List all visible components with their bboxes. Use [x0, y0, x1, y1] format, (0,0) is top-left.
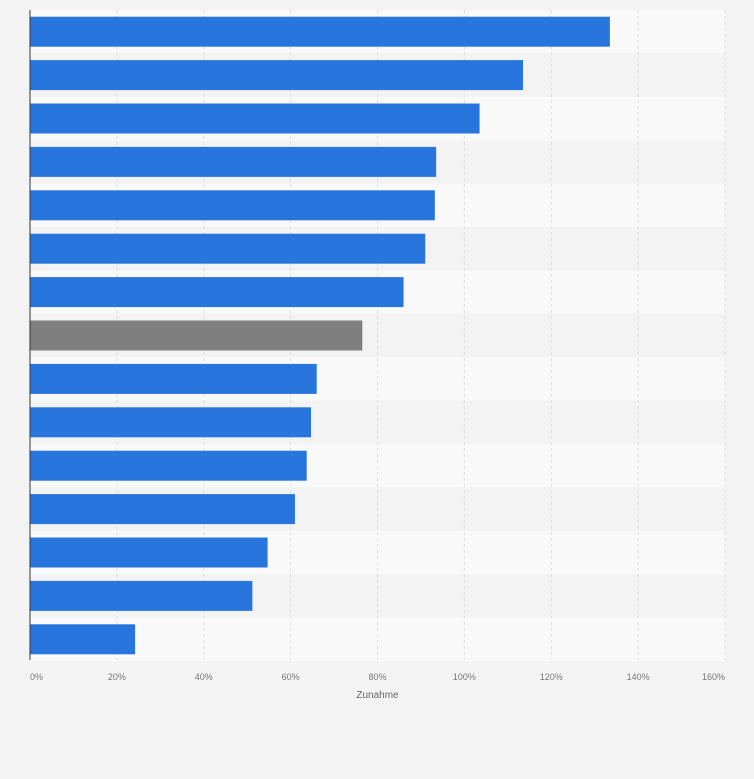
- x-tick-label: 0%: [30, 672, 43, 682]
- x-axis-title: Zunahme: [356, 690, 399, 701]
- bar[interactable]: [30, 190, 435, 221]
- bar[interactable]: [30, 60, 524, 91]
- bar[interactable]: [30, 16, 610, 47]
- x-tick-label: 140%: [627, 672, 650, 682]
- bar[interactable]: [30, 624, 136, 655]
- bar[interactable]: [30, 103, 480, 134]
- bars: [30, 16, 610, 655]
- bar-highlighted[interactable]: [30, 320, 363, 351]
- x-tick-label: 120%: [540, 672, 563, 682]
- bar[interactable]: [30, 233, 426, 264]
- bar[interactable]: [30, 363, 317, 394]
- x-tick-label: 60%: [282, 672, 300, 682]
- bar[interactable]: [30, 537, 268, 568]
- x-tick-label: 40%: [195, 672, 213, 682]
- bar[interactable]: [30, 450, 307, 481]
- x-tick-labels: 0% 20% 40% 60% 80% 100% 120% 140% 160%: [30, 672, 725, 682]
- x-tick-label: 100%: [453, 672, 476, 682]
- x-tick-label: 160%: [702, 672, 725, 682]
- x-tick-label: 80%: [368, 672, 386, 682]
- bar[interactable]: [30, 580, 253, 611]
- bar[interactable]: [30, 146, 437, 177]
- bar[interactable]: [30, 277, 404, 308]
- x-tick-label: 20%: [108, 672, 126, 682]
- bar[interactable]: [30, 407, 312, 438]
- bar[interactable]: [30, 494, 295, 525]
